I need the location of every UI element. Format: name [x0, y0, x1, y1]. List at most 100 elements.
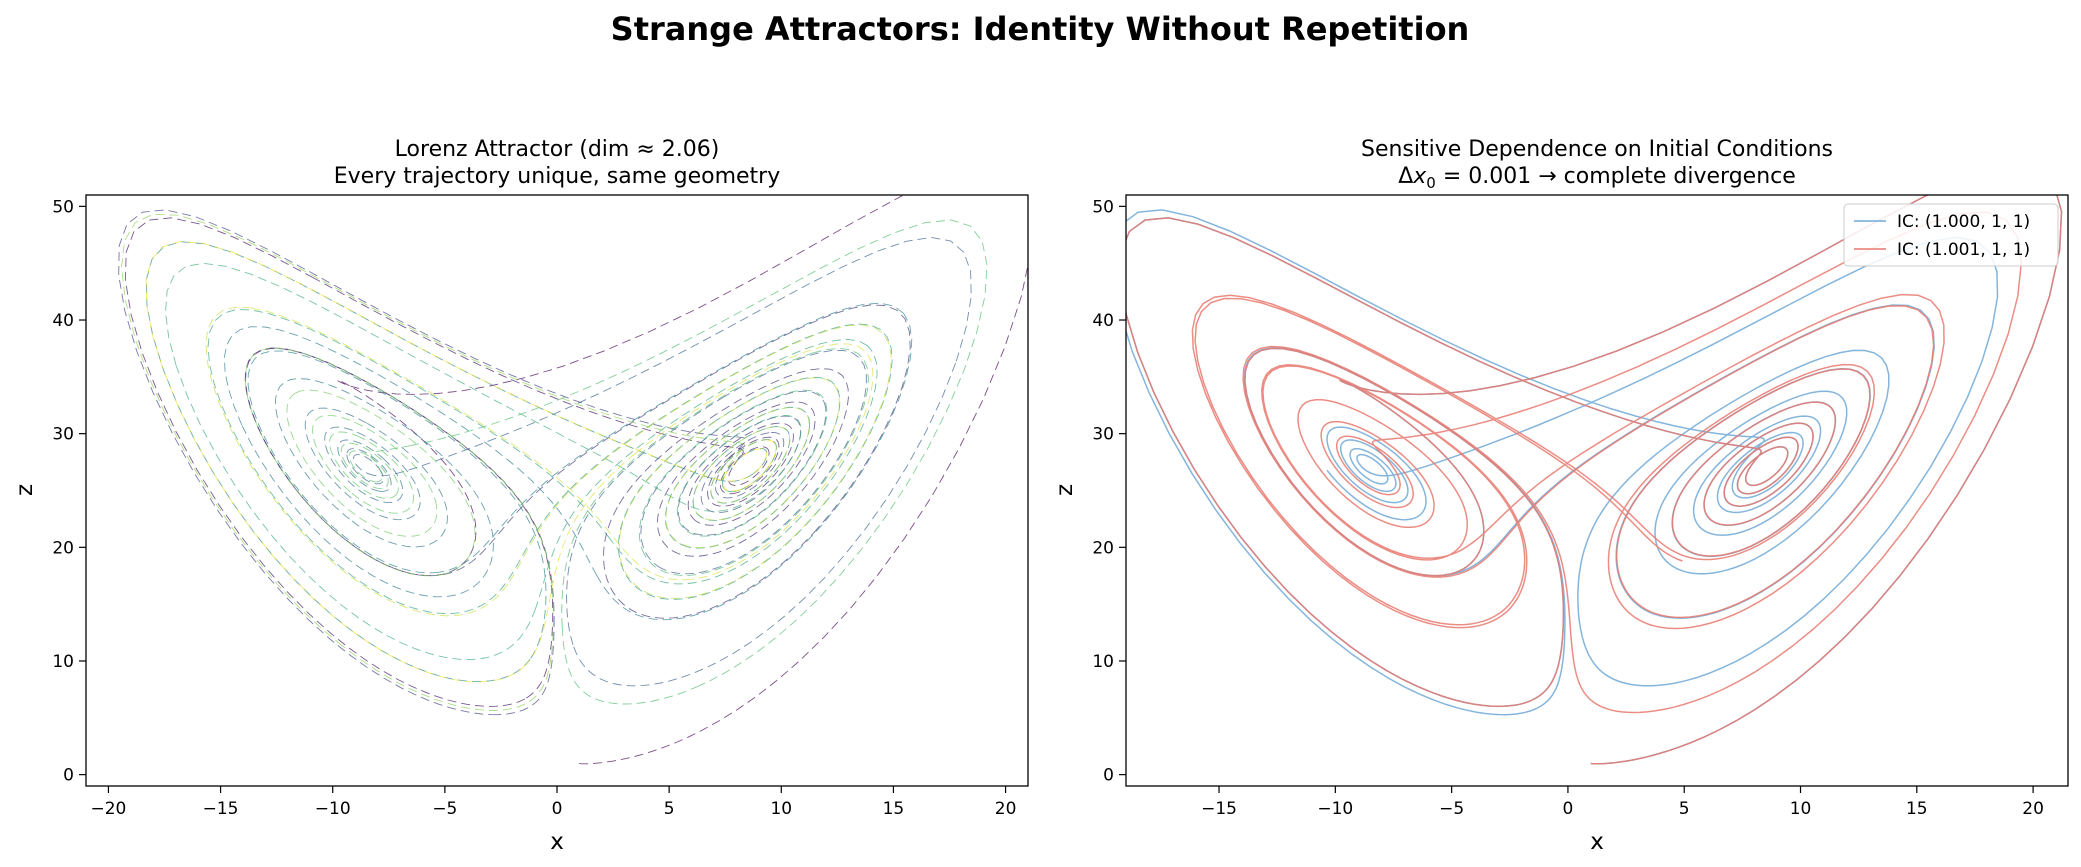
tick-group: −15 −10 −5 0 5 10 15 20 0 10 20 30 40 50 — [1092, 197, 2044, 819]
trajectory-segment — [578, 262, 1028, 765]
trajectory-segment — [205, 306, 509, 617]
trajectory-segment — [175, 365, 536, 661]
trajectory-segment — [567, 323, 893, 592]
trajectory-segment — [603, 506, 815, 619]
trajectory-segment — [346, 448, 392, 492]
trajectory-segment — [124, 217, 526, 707]
trajectory-segment — [223, 326, 597, 576]
y-tick-label: 0 — [1103, 766, 1114, 786]
trajectory-segment — [525, 453, 636, 666]
trajectory-segment — [304, 407, 415, 521]
trajectory-segment — [121, 213, 737, 647]
trajectory-segment — [329, 431, 398, 499]
x-tick-label: −15 — [1201, 799, 1237, 819]
trajectory-segment — [705, 414, 802, 512]
y-tick-label: 30 — [1092, 425, 1114, 445]
trajectory-segment — [573, 399, 747, 488]
trajectory-segment — [561, 626, 697, 705]
trajectory-segment — [727, 452, 770, 486]
panel-subtitle: Every trajectory unique, same geometry — [334, 164, 781, 189]
x-tick-label: 0 — [1563, 799, 1574, 819]
trajectory-segment — [687, 422, 794, 519]
trajectory-segment — [247, 350, 449, 574]
trajectory-segment — [665, 434, 785, 549]
y-tick-label: 10 — [1092, 652, 1114, 672]
trajectory-segment — [607, 345, 878, 585]
delta-symbol: Δ — [1398, 164, 1413, 189]
x-tick-label: −20 — [90, 799, 126, 819]
trajectory-segment — [721, 441, 745, 492]
trajectory-segment — [241, 424, 494, 598]
x-tick-label: −5 — [432, 799, 457, 819]
legend-frame — [1843, 203, 2059, 267]
trajectory-segment — [244, 347, 496, 577]
trajectory-segment — [349, 435, 414, 514]
x-tick-label: −10 — [1317, 799, 1353, 819]
trajectory-segment — [722, 448, 767, 483]
x-tick-label: 15 — [883, 799, 905, 819]
trajectory-segment — [535, 338, 868, 609]
trajectory-segment — [295, 389, 476, 575]
trajectory-segment — [412, 219, 988, 688]
x-tick-label: 0 — [552, 799, 563, 819]
trajectory-segment — [337, 439, 384, 492]
trajectory-segment — [245, 347, 444, 577]
trajectory-segment — [618, 419, 717, 600]
subscript-zero: 0 — [1426, 174, 1436, 192]
trajectory-segment — [232, 251, 756, 482]
y-axis-label: z — [1052, 484, 1078, 496]
panel-title: Sensitive Dependence on Initial Conditio… — [1361, 137, 1833, 162]
trajectory-segment — [353, 454, 380, 476]
x-tick-label: 15 — [1906, 799, 1928, 819]
trajectory-segment — [641, 347, 869, 576]
sensitive-dependence-panel: Sensitive Dependence on Initial Conditio… — [1052, 137, 2069, 855]
trajectory-segment — [620, 377, 840, 531]
legend-label-ic-1000: IC: (1.000, 1, 1) — [1897, 212, 2030, 232]
trajectory-segment — [566, 396, 725, 647]
trajectory-segment — [640, 390, 827, 567]
trajectory-segment — [312, 414, 436, 501]
x-tick-label: −10 — [315, 799, 351, 819]
trajectory-segment — [311, 490, 569, 615]
x-symbol: x — [1412, 164, 1427, 189]
figure-suptitle: Strange Attractors: Identity Without Rep… — [611, 10, 1470, 48]
trajectory-segment — [207, 309, 609, 542]
trajectory-segment — [251, 307, 685, 581]
y-tick-label: 20 — [52, 538, 74, 558]
y-tick-label: 20 — [1092, 538, 1114, 558]
x-tick-label: 10 — [1790, 799, 1812, 819]
trajectory-segment — [634, 343, 874, 581]
trajectory-segment — [730, 436, 780, 495]
lorenz-attractor-panel: Lorenz Attractor (dim ≈ 2.06) Every traj… — [12, 137, 1029, 855]
trajectory-segment — [596, 313, 913, 621]
y-axis-label: z — [12, 484, 38, 496]
trajectory-segment — [118, 209, 574, 716]
trajectory-segment — [447, 435, 547, 660]
trajectory-segment — [638, 389, 828, 550]
trajectory-segment — [715, 432, 785, 499]
trajectory-segment — [692, 401, 816, 526]
x-tick-label: 20 — [995, 799, 1017, 819]
tick-group: −20 −15 −10 −5 0 5 10 15 20 0 10 20 30 40 50 — [52, 197, 1016, 819]
trajectory-segment — [275, 378, 488, 520]
y-tick-label: 40 — [52, 311, 74, 331]
trajectory-segment — [507, 324, 892, 585]
trajectory-segment — [710, 443, 790, 504]
trajectory-segment — [677, 408, 827, 536]
trajectory-segment — [719, 446, 770, 495]
trajectory-segment — [494, 304, 911, 539]
subtitle-rest: = 0.001 → complete divergence — [1436, 164, 1796, 189]
axes-frame — [1125, 194, 2069, 787]
panel-subtitle: Δx0 = 0.001 → complete divergence — [1398, 164, 1796, 192]
y-tick-label: 10 — [52, 652, 74, 672]
x-axis-label: x — [550, 829, 564, 855]
trajectory-segment — [435, 424, 554, 658]
trajectory-segment — [336, 195, 905, 470]
trajectory-segment — [658, 349, 867, 575]
y-tick-label: 40 — [1092, 311, 1114, 331]
trajectory-segment — [342, 645, 552, 711]
y-tick-label: 30 — [52, 425, 74, 445]
y-tick-label: 50 — [52, 197, 74, 217]
